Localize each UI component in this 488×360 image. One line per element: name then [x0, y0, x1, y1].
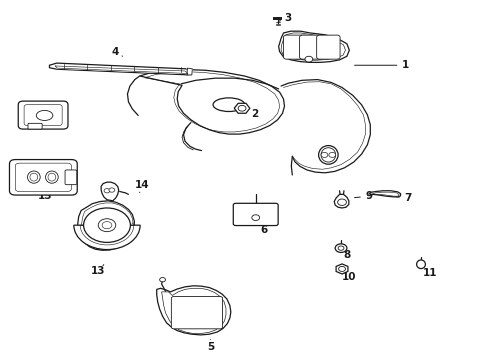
Polygon shape: [55, 66, 187, 73]
FancyBboxPatch shape: [28, 123, 42, 129]
FancyBboxPatch shape: [299, 35, 324, 59]
Polygon shape: [186, 68, 192, 75]
Ellipse shape: [416, 260, 425, 269]
Polygon shape: [368, 191, 400, 197]
Text: 6: 6: [260, 225, 267, 235]
Text: 5: 5: [206, 342, 214, 352]
Text: 10: 10: [342, 272, 356, 282]
Ellipse shape: [213, 98, 244, 112]
FancyBboxPatch shape: [65, 170, 77, 185]
Circle shape: [109, 188, 115, 192]
FancyBboxPatch shape: [9, 159, 77, 195]
Text: 3: 3: [284, 13, 291, 23]
Text: 13: 13: [91, 266, 105, 276]
Polygon shape: [333, 194, 348, 208]
Polygon shape: [140, 69, 284, 134]
Circle shape: [334, 244, 346, 252]
FancyBboxPatch shape: [316, 35, 339, 59]
Text: 15: 15: [37, 191, 52, 201]
Circle shape: [305, 56, 312, 62]
Circle shape: [98, 219, 116, 231]
Circle shape: [337, 199, 346, 206]
Text: 4: 4: [111, 46, 119, 57]
Polygon shape: [278, 31, 348, 62]
Ellipse shape: [36, 111, 53, 121]
Wedge shape: [74, 225, 140, 249]
FancyBboxPatch shape: [171, 297, 222, 329]
Text: 8: 8: [343, 250, 350, 260]
Text: 9: 9: [365, 191, 372, 201]
Ellipse shape: [27, 171, 40, 183]
Text: 16: 16: [35, 110, 49, 120]
Text: 11: 11: [422, 268, 436, 278]
Text: 7: 7: [404, 193, 411, 203]
Polygon shape: [78, 201, 134, 250]
Circle shape: [104, 189, 110, 193]
FancyBboxPatch shape: [18, 101, 68, 129]
Ellipse shape: [45, 171, 58, 183]
Text: 2: 2: [250, 109, 257, 119]
Polygon shape: [101, 182, 119, 201]
Ellipse shape: [48, 173, 56, 181]
Circle shape: [337, 246, 343, 250]
Text: 1: 1: [401, 60, 408, 70]
Circle shape: [328, 152, 335, 157]
Text: 12: 12: [122, 225, 137, 235]
Text: 14: 14: [135, 180, 149, 190]
Circle shape: [102, 222, 112, 229]
Ellipse shape: [321, 148, 335, 162]
Circle shape: [251, 215, 259, 221]
Circle shape: [321, 152, 327, 157]
Ellipse shape: [318, 145, 337, 164]
Circle shape: [238, 105, 245, 111]
Circle shape: [83, 208, 130, 242]
Circle shape: [159, 278, 165, 282]
Circle shape: [338, 266, 345, 271]
Polygon shape: [157, 286, 230, 335]
FancyBboxPatch shape: [283, 35, 307, 59]
Ellipse shape: [30, 173, 38, 181]
FancyBboxPatch shape: [233, 203, 278, 226]
Polygon shape: [49, 63, 190, 75]
